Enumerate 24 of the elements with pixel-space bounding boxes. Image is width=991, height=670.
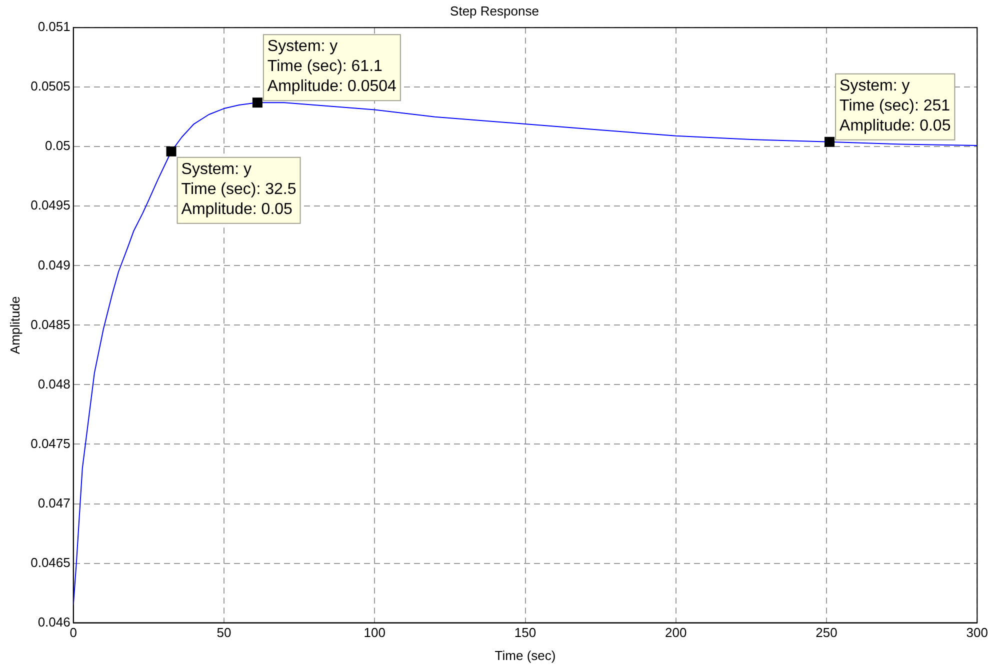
y-tick-label: 0.0465 (30, 554, 70, 570)
annotation: System: y Time (sec): 61.1 Amplitude: 0.0504 (267, 38, 397, 95)
y-tick-label: 0.048 (38, 376, 70, 392)
x-axis-title: Time (sec) (494, 648, 556, 663)
y-tick-label: 0.0505 (30, 78, 70, 94)
x-tick-label: 100 (364, 625, 386, 640)
x-tick-label: 200 (665, 625, 687, 640)
y-axis-title: Amplitude (7, 296, 22, 354)
x-tick-label: 150 (514, 625, 536, 640)
annotation: System: y Time (sec): 251 Amplitude: 0.05 (840, 77, 951, 134)
annotation: System: y Time (sec): 32.5 Amplitude: 0.05 (181, 160, 296, 218)
y-tick-label: 0.049 (38, 257, 70, 272)
y-tick-label: 0.0485 (30, 316, 70, 332)
x-tick-label: 0 (70, 625, 77, 640)
y-tick-label: 0.0475 (30, 436, 70, 451)
x-tick-label: 300 (966, 625, 988, 640)
y-tick-label: 0.047 (38, 495, 70, 510)
x-tick-label: 250 (816, 625, 838, 640)
y-tick-label: 0.051 (38, 19, 70, 34)
y-tick-label: 0.0495 (30, 198, 70, 213)
chart-title: Step Response (450, 3, 539, 18)
y-tick-label: 0.046 (38, 614, 70, 630)
y-tick-label: 0.05 (45, 138, 70, 154)
x-tick-label: 50 (216, 625, 232, 640)
